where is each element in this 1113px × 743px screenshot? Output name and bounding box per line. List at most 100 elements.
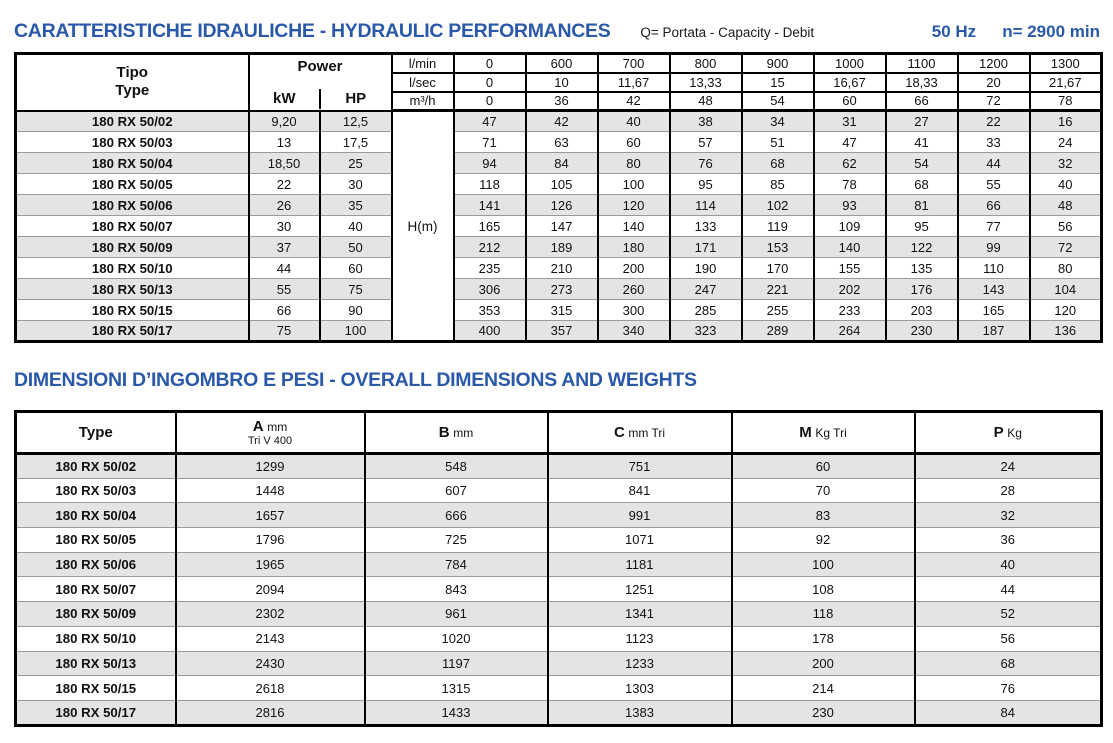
datasheet-page: CARATTERISTICHE IDRAULICHE - HYDRAULIC P… <box>14 20 1103 727</box>
head-value-cell: 200 <box>596 257 671 279</box>
dim-a-cell: 1657 <box>174 502 366 529</box>
hp-value-cell: 17,5 <box>318 131 393 153</box>
kw-header: kW <box>273 89 296 107</box>
weight-p-cell: 56 <box>913 625 1103 652</box>
kw-value-cell: 22 <box>247 173 321 195</box>
dimensions-table-row: 180 RX 50/04 1657 666 991 83 32 <box>14 502 1103 529</box>
head-value-cell: 48 <box>1028 194 1103 216</box>
weight-p-cell: 52 <box>913 601 1103 627</box>
head-value-cell: 66 <box>956 194 1031 216</box>
hp-value-cell: 100 <box>318 320 393 342</box>
head-value-cell: 93 <box>812 194 887 216</box>
pump-type-cell: 180 RX 50/13 <box>14 278 250 300</box>
head-value-cell: 85 <box>740 173 815 195</box>
head-value-cell: 120 <box>1028 299 1103 321</box>
kw-value-cell: 44 <box>247 257 321 279</box>
head-value-cell: 63 <box>524 131 599 153</box>
flow-value-cell: 10 <box>524 71 599 93</box>
head-value-cell: 135 <box>884 257 959 279</box>
head-value-cell: 140 <box>596 215 671 237</box>
flow-lsec-row: l/sec 0 10 11,67 13,33 15 16,67 18,33 20 21,67 <box>16 71 1103 93</box>
head-value-cell: 285 <box>668 299 743 321</box>
dimensions-table-row: 180 RX 50/02 1299 548 751 60 24 <box>14 453 1103 479</box>
pump-type-cell: 180 RX 50/03 <box>14 477 177 504</box>
flow-value-cell: 900 <box>740 52 815 74</box>
weight-m-cell: 200 <box>730 650 916 677</box>
head-value-cell: 54 <box>884 152 959 174</box>
flow-value-cell: 54 <box>740 90 815 112</box>
dim-c-cell: 1181 <box>546 551 733 578</box>
head-value-cell: 72 <box>1028 236 1103 258</box>
hp-value-cell: 75 <box>318 278 393 300</box>
pump-type-cell: 180 RX 50/09 <box>14 236 250 258</box>
head-value-cell: 42 <box>524 110 599 132</box>
pump-type-cell: 180 RX 50/07 <box>14 576 177 603</box>
head-m-label-cell: H(m) <box>390 110 455 342</box>
head-value-cell: 176 <box>884 278 959 300</box>
dim-a-cell: 2618 <box>174 675 366 701</box>
weight-m-cell: 60 <box>730 453 916 479</box>
head-value-cell: 100 <box>596 173 671 195</box>
kw-value-cell: 37 <box>247 236 321 258</box>
weight-m-cell: 100 <box>730 551 916 578</box>
kw-value-cell: 18,50 <box>247 152 321 174</box>
perf-table-row: 180 RX 50/09 37 50 212 189 180 171 153 140 122 99 7… <box>14 236 1103 258</box>
flow-value-cell: 800 <box>668 52 743 74</box>
head-value-cell: 221 <box>740 278 815 300</box>
head-value-cell: 180 <box>596 236 671 258</box>
head-value-cell: 47 <box>452 110 527 132</box>
dim-c-header: C mm Tri <box>546 411 733 455</box>
head-value-cell: 153 <box>740 236 815 258</box>
flow-value-cell: 66 <box>884 90 959 112</box>
weight-p-cell: 28 <box>913 477 1103 504</box>
dim-c-cell: 991 <box>546 502 733 529</box>
dim-c-cell: 1341 <box>546 601 733 627</box>
pump-type-cell: 180 RX 50/02 <box>14 453 177 479</box>
unit-lmin-label: l/min <box>390 52 455 74</box>
weight-m-cell: 92 <box>730 527 916 553</box>
head-value-cell: 55 <box>956 173 1031 195</box>
kw-value-cell: 55 <box>247 278 321 300</box>
head-value-cell: 300 <box>596 299 671 321</box>
head-value-cell: 170 <box>740 257 815 279</box>
perf-table-row: 180 RX 50/06 26 35 141 126 120 114 102 93 81 66 48 <box>14 194 1103 216</box>
pump-type-cell: 180 RX 50/17 <box>14 320 250 342</box>
head-value-cell: 44 <box>956 152 1031 174</box>
flow-value-cell: 36 <box>524 90 599 112</box>
weight-m-cell: 118 <box>730 601 916 627</box>
pump-type-cell: 180 RX 50/07 <box>14 215 250 237</box>
hp-value-cell: 90 <box>318 299 393 321</box>
weight-m-cell: 230 <box>730 699 916 726</box>
weight-p-cell: 24 <box>913 453 1103 479</box>
head-value-cell: 62 <box>812 152 887 174</box>
dimensions-table-row: 180 RX 50/13 2430 1197 1233 200 68 <box>14 650 1103 677</box>
head-value-cell: 78 <box>812 173 887 195</box>
dim-a-cell: 2143 <box>174 625 366 652</box>
head-value-cell: 77 <box>956 215 1031 237</box>
hp-value-cell: 60 <box>318 257 393 279</box>
pump-type-cell: 180 RX 50/05 <box>14 527 177 553</box>
head-value-cell: 80 <box>596 152 671 174</box>
kw-value-cell: 75 <box>247 320 321 342</box>
head-value-cell: 187 <box>956 320 1031 342</box>
head-value-cell: 247 <box>668 278 743 300</box>
hp-value-cell: 50 <box>318 236 393 258</box>
dimensions-table-row: 180 RX 50/03 1448 607 841 70 28 <box>14 477 1103 504</box>
head-value-cell: 171 <box>668 236 743 258</box>
flow-value-cell: 20 <box>956 71 1031 93</box>
head-value-cell: 273 <box>524 278 599 300</box>
head-value-cell: 212 <box>452 236 527 258</box>
dim-b-cell: 961 <box>363 601 549 627</box>
speed-value: n= 2900 min <box>1002 22 1100 41</box>
flow-lmin-row: Tipo Type Power kW HP l/min 0 600 700 800 90… <box>14 52 1103 112</box>
dim-b-header: B mm <box>363 411 549 455</box>
head-value-cell: 60 <box>596 131 671 153</box>
dimensions-title-row: DIMENSIONI D’INGOMBRO E PESI - OVERALL D… <box>14 369 1100 392</box>
perf-table-row: 180 RX 50/05 22 30 118 105 100 95 85 78 68 55 40 <box>14 173 1103 195</box>
dim-b-cell: 666 <box>363 502 549 529</box>
head-value-cell: 16 <box>1028 110 1103 132</box>
head-value-cell: 155 <box>812 257 887 279</box>
dimensions-table-row: 180 RX 50/05 1796 725 1071 92 36 <box>14 527 1103 553</box>
head-value-cell: 68 <box>740 152 815 174</box>
dim-c-cell: 751 <box>546 453 733 479</box>
